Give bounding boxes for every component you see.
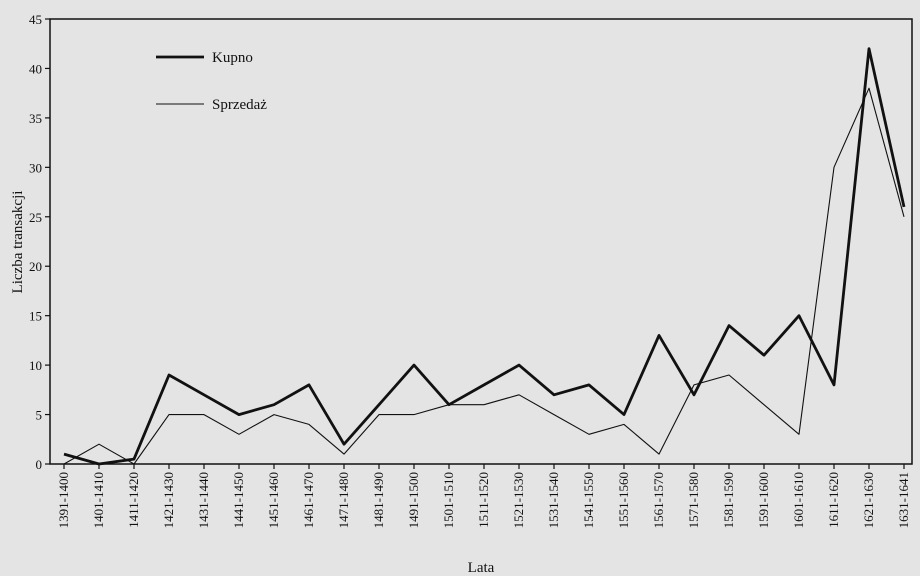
y-tick-label: 25 <box>29 210 42 225</box>
x-tick-label: 1551-1560 <box>616 472 631 528</box>
x-tick-label: 1481-1490 <box>371 472 386 528</box>
x-tick-label: 1461-1470 <box>301 472 316 528</box>
x-tick-label: 1601-1610 <box>791 472 806 528</box>
x-tick-label: 1431-1440 <box>196 472 211 528</box>
x-tick-label: 1391-1400 <box>56 472 71 528</box>
x-tick-label: 1491-1500 <box>406 472 421 528</box>
x-tick-label: 1611-1620 <box>826 472 841 528</box>
x-tick-label: 1421-1430 <box>161 472 176 528</box>
x-tick-label: 1501-1510 <box>441 472 456 528</box>
x-tick-label: 1581-1590 <box>721 472 736 528</box>
y-tick-label: 30 <box>29 160 42 175</box>
series-line-sprzedaz <box>63 87 905 465</box>
x-tick-label: 1401-1410 <box>91 472 106 528</box>
plot-frame <box>49 18 913 465</box>
x-axis-title: Lata <box>468 560 495 576</box>
y-axis: 0 5 10 15 20 25 30 35 40 45 <box>29 12 50 472</box>
y-axis-title: Liczba transakcji <box>10 191 26 294</box>
y-tick-label: 15 <box>29 309 42 324</box>
x-tick-label: 1561-1570 <box>651 472 666 528</box>
x-tick-label: 1511-1520 <box>476 472 491 528</box>
y-tick-label: 45 <box>29 12 42 27</box>
x-tick-label: 1521-1530 <box>511 472 526 528</box>
legend-label: Sprzedaż <box>212 97 267 113</box>
x-tick-label: 1591-1600 <box>756 472 771 528</box>
x-tick-label: 1471-1480 <box>336 472 351 528</box>
series-line-kupno <box>63 47 906 466</box>
y-tick-label: 35 <box>29 111 42 126</box>
x-tick-label: 1531-1540 <box>546 472 561 528</box>
x-tick-label: 1411-1420 <box>126 472 141 528</box>
x-tick-label: 1571-1580 <box>686 472 701 528</box>
x-tick-label: 1631-1641 <box>896 472 911 528</box>
x-tick-label: 1451-1460 <box>266 472 281 528</box>
y-tick-label: 10 <box>29 358 42 373</box>
y-tick-label: 5 <box>36 408 43 423</box>
x-tick-label: 1621-1630 <box>861 472 876 528</box>
y-tick-label: 20 <box>29 259 42 274</box>
series-layer <box>63 47 906 466</box>
x-tick-label: 1441-1450 <box>231 472 246 528</box>
legend: Kupno Sprzedaż <box>156 50 267 113</box>
x-tick-label: 1541-1550 <box>581 472 596 528</box>
y-tick-label: 0 <box>36 457 43 472</box>
x-axis: 1391-1400 1401-1410 1411-1420 1421-1430 1431… <box>56 464 911 528</box>
legend-label: Kupno <box>212 50 253 66</box>
y-tick-label: 40 <box>29 61 42 76</box>
